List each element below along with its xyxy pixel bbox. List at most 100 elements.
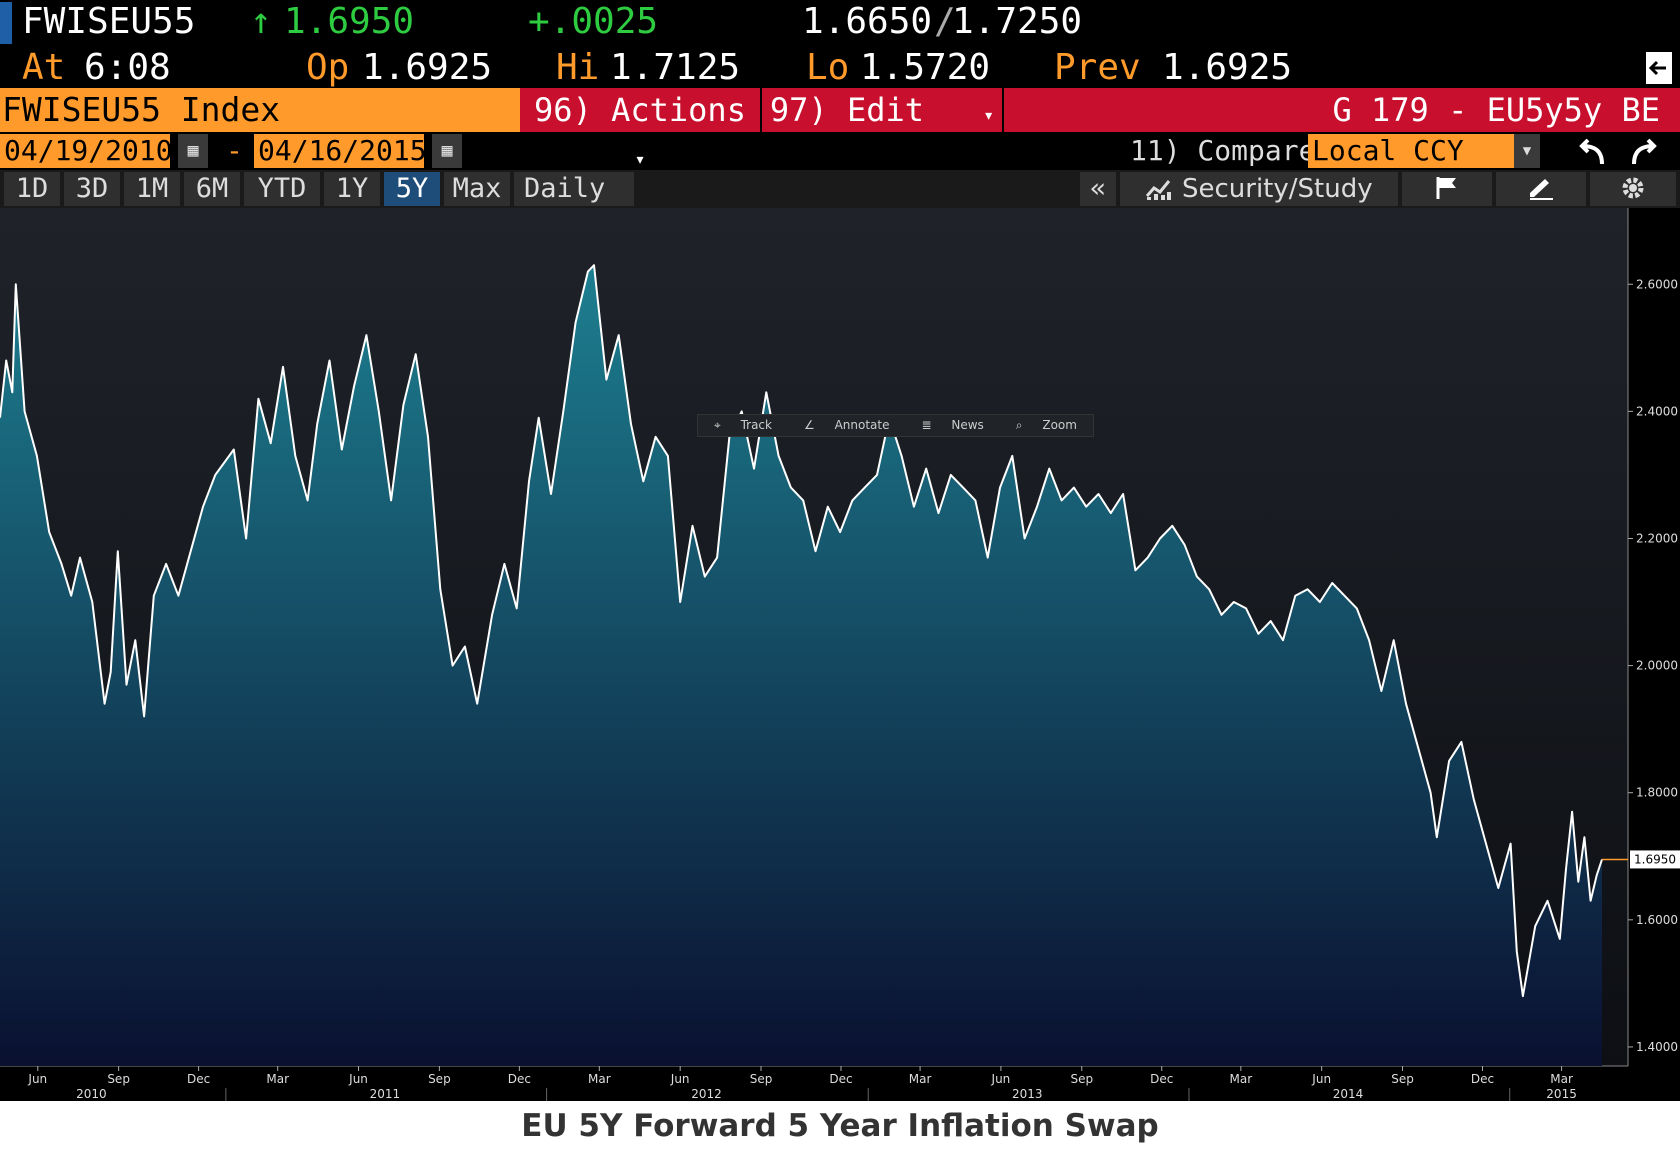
series-line — [0, 264, 1603, 998]
range-1y-button[interactable]: 1Y — [324, 172, 380, 206]
high-label: Hi — [556, 47, 600, 88]
x-tick-label: Dec — [187, 1072, 210, 1086]
bid-ask-separator: / — [934, 1, 956, 42]
high-value: 1.7125 — [610, 47, 741, 88]
range-toolbar: 1D 3D 1M 6M YTD 1Y 5Y Max Daily ▼ « Secu… — [0, 170, 1680, 236]
year-label: 2013 — [1012, 1087, 1043, 1101]
date-bar: 04/19/2010 ▦ - 04/16/2015 ▦ 11) Compare … — [0, 132, 1680, 170]
edit-menu-button[interactable]: 97) Edit ▾ — [762, 88, 1002, 132]
x-tick-label: Mar — [1550, 1072, 1573, 1086]
annotate-tool[interactable]: ∠ Annotate — [788, 415, 906, 436]
x-tick-label: Mar — [1230, 1072, 1253, 1086]
open-label: Op — [306, 47, 350, 88]
at-time: 6:08 — [84, 47, 171, 88]
x-tick-label: Dec — [508, 1072, 531, 1086]
x-axis-background — [0, 1066, 1680, 1101]
crosshair-icon: ⌖ — [714, 418, 725, 432]
news-icon: ≣ — [921, 418, 936, 432]
year-label: 2015 — [1546, 1087, 1577, 1101]
x-tick-label: Sep — [1391, 1072, 1414, 1086]
page-id: G 179 - EU5y5y BE — [1004, 88, 1680, 132]
at-label: At — [22, 47, 66, 88]
x-tick-label: Jun — [670, 1072, 690, 1086]
frequency-label: Daily — [524, 173, 606, 204]
chart-svg: 1.4000 1.6000 1.8000 2.0000 2.2000 2.4000 2.60… — [0, 208, 1680, 1101]
flag-icon[interactable] — [1402, 172, 1492, 206]
frequency-select[interactable]: Daily ▼ — [514, 172, 634, 236]
x-tick-label: Sep — [750, 1072, 773, 1086]
annotate-label: Annotate — [834, 418, 890, 432]
redo-icon[interactable] — [1628, 138, 1662, 166]
range-5y-button[interactable]: 5Y — [384, 172, 440, 206]
year-label: 2011 — [370, 1087, 401, 1101]
security-study-label: Security/Study — [1181, 174, 1373, 204]
chart-tools-bar: ⌖ Track ∠ Annotate ≣ News ⌕ Zoom — [697, 414, 1094, 437]
series-area — [0, 265, 1602, 1066]
prev-value: 1.6925 — [1162, 47, 1293, 88]
news-tool[interactable]: ≣ News — [905, 415, 999, 436]
chart-caption: EU 5Y Forward 5 Year Inflation Swap — [0, 1101, 1680, 1151]
security-study-button[interactable]: Security/Study — [1120, 172, 1398, 206]
year-label: 2014 — [1333, 1087, 1364, 1101]
range-max-button[interactable]: Max — [444, 172, 510, 206]
chart-study-icon — [1146, 180, 1172, 200]
y-tick-label: 1.6000 — [1636, 913, 1678, 927]
y-tick-label: 2.2000 — [1636, 531, 1678, 545]
calendar-icon[interactable]: ▦ — [178, 134, 208, 168]
range-1d-button[interactable]: 1D — [4, 172, 60, 206]
caret-down-icon: ▾ — [634, 149, 646, 170]
zoom-tool[interactable]: ⌕ Zoom — [1000, 415, 1093, 436]
x-tick-label: Jun — [991, 1072, 1011, 1086]
caret-down-icon: ▾ — [983, 105, 995, 126]
last-value-label: 1.6950 — [1634, 852, 1676, 866]
currency-select[interactable]: Local CCY — [1308, 134, 1514, 168]
track-tool[interactable]: ⌖ Track — [698, 415, 788, 436]
last-value-box — [1630, 850, 1680, 869]
price-chart[interactable]: 1.4000 1.6000 1.8000 2.0000 2.2000 2.4000 2.60… — [0, 208, 1680, 1101]
low-label: Lo — [806, 47, 850, 88]
range-ytd-button[interactable]: YTD — [244, 172, 320, 206]
x-tick-label: Sep — [1070, 1072, 1093, 1086]
calendar-icon[interactable]: ▦ — [432, 134, 462, 168]
date-separator: - — [226, 134, 243, 167]
annotate-edit-icon[interactable] — [1496, 172, 1586, 206]
x-tick-label: Jun — [27, 1072, 47, 1086]
year-label: 2010 — [76, 1087, 107, 1101]
bid-price: 1.6650 — [802, 1, 933, 42]
range-6m-button[interactable]: 6M — [184, 172, 240, 206]
x-tick-label: Mar — [588, 1072, 611, 1086]
magnifier-icon: ⌕ — [1015, 418, 1027, 432]
actions-menu-button[interactable]: 96) Actions ▾ — [520, 88, 760, 170]
undo-icon[interactable] — [1574, 138, 1608, 166]
x-tick-label: Mar — [909, 1072, 932, 1086]
x-tick-label: Sep — [107, 1072, 130, 1086]
quote-line-2: At 6:08 Op 1.6925 Hi 1.7125 Lo 1.5720 Pr… — [0, 46, 1680, 90]
end-date-field[interactable]: 04/16/2015 — [254, 134, 427, 168]
collapse-button[interactable]: « — [1080, 172, 1116, 206]
ticker-marker — [0, 2, 12, 44]
net-change: +.0025 — [528, 1, 659, 42]
compare-button[interactable]: 11) Compare — [1130, 134, 1316, 167]
x-tick-label: Dec — [829, 1072, 852, 1086]
edit-label: 97) Edit — [769, 91, 924, 129]
settings-gear-icon[interactable] — [1590, 172, 1676, 206]
security-title: FWISEU55 Index — [0, 88, 520, 132]
y-axis-background — [1628, 208, 1680, 1101]
start-date-field[interactable]: 04/19/2010 — [0, 134, 173, 168]
x-tick-label: Jun — [348, 1072, 368, 1086]
y-tick-label: 2.4000 — [1636, 404, 1678, 418]
title-bar: FWISEU55 Index 96) Actions ▾ 97) Edit ▾ … — [0, 88, 1680, 170]
low-value: 1.5720 — [860, 47, 991, 88]
range-3d-button[interactable]: 3D — [64, 172, 120, 206]
chevron-down-icon[interactable]: ▼ — [1514, 134, 1540, 168]
x-tick-label: Dec — [1471, 1072, 1494, 1086]
exit-icon[interactable] — [1644, 50, 1674, 86]
ticker: FWISEU55 — [22, 1, 196, 42]
range-1m-button[interactable]: 1M — [124, 172, 180, 206]
y-tick-label: 2.6000 — [1636, 277, 1678, 291]
ask-price: 1.7250 — [952, 1, 1083, 42]
year-label: 2012 — [691, 1087, 722, 1101]
x-tick-label: Dec — [1150, 1072, 1173, 1086]
y-tick-label: 2.0000 — [1636, 659, 1678, 673]
last-price: 1.6950 — [284, 1, 415, 42]
